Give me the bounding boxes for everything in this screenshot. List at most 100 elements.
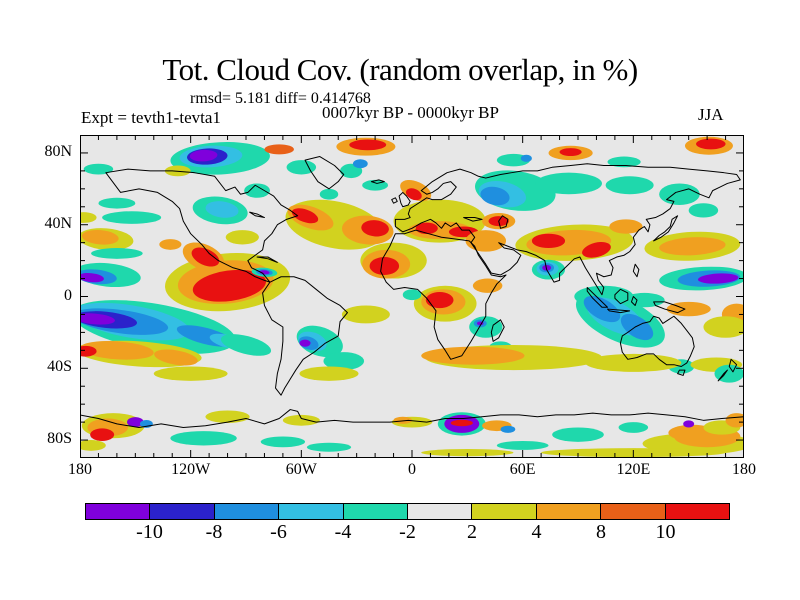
- anomaly-region: [697, 273, 739, 284]
- colorbar-cell: [86, 504, 151, 519]
- colorbar: [85, 503, 730, 520]
- anomaly-region: [535, 172, 602, 195]
- lat-tick-label: 40N: [44, 214, 72, 232]
- anomaly-region: [264, 144, 294, 155]
- anomaly-region: [205, 410, 250, 424]
- coastline: [491, 320, 504, 342]
- anomaly-region: [480, 186, 510, 206]
- axis-ticks: [80, 135, 744, 458]
- anomaly-region: [666, 301, 711, 317]
- coastline: [587, 288, 607, 308]
- anomaly-region: [425, 292, 454, 309]
- anomaly-region: [369, 257, 400, 275]
- coastline: [631, 297, 637, 306]
- anomaly-region: [352, 159, 368, 169]
- anomaly-region: [191, 247, 220, 267]
- colorbar-tick-label: -6: [270, 521, 287, 543]
- anomaly-region: [714, 364, 744, 383]
- anomaly-region: [127, 417, 144, 428]
- anomaly-field: [80, 136, 744, 458]
- anomaly-region: [170, 431, 237, 446]
- coastline: [678, 370, 685, 375]
- anomaly-region: [500, 425, 516, 433]
- anomaly-region: [659, 237, 726, 256]
- anomaly-region: [319, 188, 339, 200]
- colorbar-tick-label: -10: [136, 521, 163, 543]
- anomaly-region: [286, 160, 317, 175]
- anomaly-region: [81, 229, 119, 245]
- anomaly-region: [205, 201, 239, 218]
- coastline: [305, 157, 344, 189]
- colorbar-cell: [343, 504, 409, 519]
- colorbar-cell: [150, 504, 215, 519]
- anomaly-region: [349, 139, 387, 151]
- coastline: [399, 192, 410, 206]
- anomaly-region: [154, 349, 198, 366]
- anomaly-region: [291, 208, 319, 224]
- anomaly-region: [80, 341, 154, 360]
- coastline: [718, 370, 727, 381]
- colorbar-cell: [408, 504, 473, 519]
- anomaly-region: [299, 339, 311, 347]
- anomaly-region: [605, 176, 654, 195]
- colorbar-tick-label: 8: [596, 521, 606, 543]
- coastline: [654, 216, 678, 241]
- colorbar-cell: [601, 504, 666, 519]
- anomaly-region: [531, 233, 566, 249]
- anomaly-region: [83, 163, 114, 175]
- anomaly-region: [703, 316, 744, 338]
- lat-tick-label: 80S: [47, 430, 72, 448]
- coastline: [395, 164, 740, 295]
- anomaly-region: [91, 248, 143, 259]
- coastline: [633, 264, 639, 277]
- colorbar-tick-label: 2: [467, 521, 477, 543]
- anomaly-region: [80, 212, 97, 223]
- anomaly-region: [607, 156, 641, 168]
- anomaly-region: [393, 416, 412, 424]
- coastline: [381, 230, 506, 359]
- rmsd-diff-stats: rmsd= 5.181 diff= 0.414768: [190, 90, 371, 107]
- anomaly-region: [282, 414, 320, 426]
- coastline: [257, 257, 277, 262]
- lon-tick-label: 60E: [509, 461, 536, 478]
- season-label: JJA: [698, 105, 724, 124]
- anomaly-region: [688, 203, 719, 218]
- anomaly-region: [465, 230, 507, 252]
- colorbar-cell: [472, 504, 537, 519]
- coastline: [654, 302, 685, 313]
- colorbar-tick-label: -8: [205, 521, 223, 543]
- anomaly-region: [244, 183, 270, 198]
- lat-tick-label: 0: [64, 286, 72, 304]
- anomaly-region: [582, 241, 611, 258]
- coastline: [499, 216, 508, 229]
- coastline: [620, 316, 694, 366]
- lon-tick-label: 0: [408, 461, 416, 478]
- anomaly-region: [469, 316, 503, 338]
- lon-tick-label: 180: [68, 461, 92, 478]
- anomaly-region: [220, 334, 272, 356]
- anomaly-region: [659, 183, 700, 205]
- colorbar-cell: [214, 504, 280, 519]
- coastline: [371, 180, 384, 184]
- lon-tick-label: 180: [732, 461, 756, 478]
- coastline: [608, 309, 630, 313]
- anomaly-region: [159, 239, 182, 250]
- plot-title: Tot. Cloud Cov. (random overlap, in %): [162, 52, 638, 87]
- coastline: [263, 277, 348, 395]
- anomaly-region: [153, 366, 228, 381]
- map-border: [80, 135, 744, 458]
- anomaly-region: [80, 273, 104, 283]
- anomaly-region: [341, 305, 390, 324]
- lat-tick-label: 40S: [47, 358, 72, 376]
- coastline: [106, 169, 298, 282]
- anomaly-region: [609, 219, 643, 234]
- lat-tick-label: 80N: [44, 142, 72, 160]
- colorbar-cell: [665, 504, 730, 519]
- lon-tick-label: 60W: [285, 461, 317, 478]
- anomaly-region: [450, 419, 473, 427]
- anomaly-region: [618, 422, 649, 433]
- colorbar-tick-label: -4: [334, 521, 352, 543]
- experiment-label: Expt = tevth1-tevta1: [81, 108, 221, 127]
- coastline: [729, 359, 736, 372]
- anomaly-region: [585, 353, 682, 372]
